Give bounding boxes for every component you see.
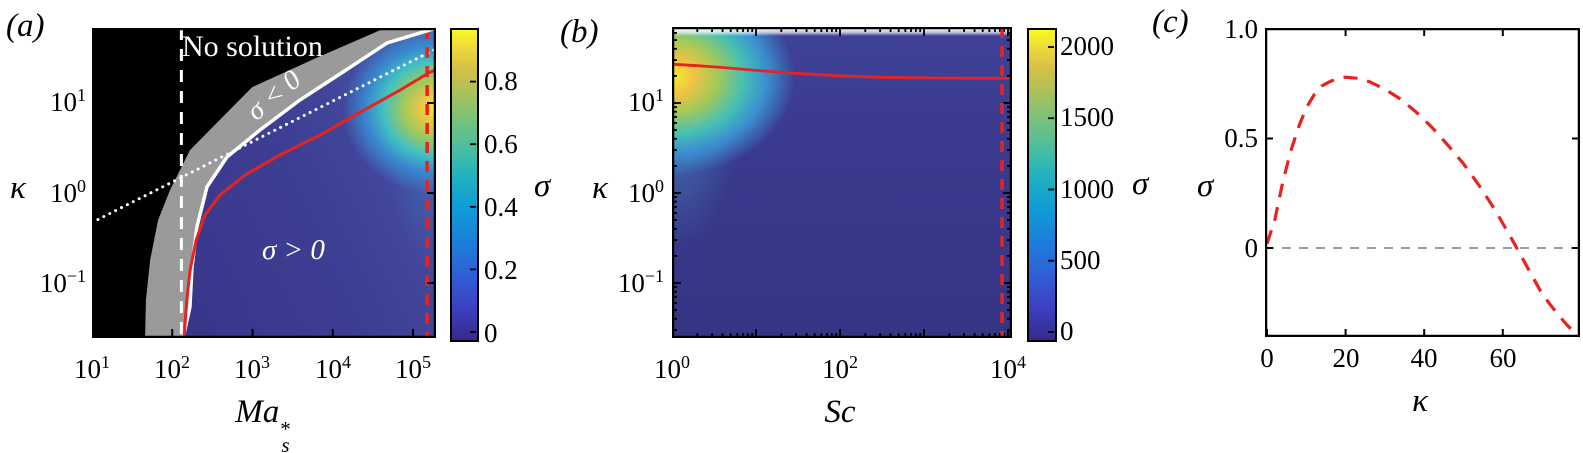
panel-c-overlay [1265, 28, 1580, 337]
panel-c-ylabel: σ [1197, 168, 1214, 204]
panel-c-lineplot [1265, 28, 1580, 337]
panel-b-overlay [672, 27, 1012, 338]
panel-c-xtick: 40 [1410, 343, 1438, 373]
panel-a-colorbar-ticks [470, 80, 476, 333]
panel-b-ylabel: κ [592, 170, 608, 206]
colorbar-b-tick: 0 [1060, 316, 1074, 346]
panel-a-tag: (a) [6, 8, 45, 44]
panel-b-xtick: 104 [990, 352, 1026, 384]
sigma-positive-label: σ > 0 [262, 234, 325, 266]
panel-b-xtick: 100 [654, 352, 690, 384]
panel-c-xtick: 20 [1332, 343, 1360, 373]
colorbar-b-tick: 2000 [1060, 31, 1114, 61]
panel-a-xtick: 101 [74, 352, 110, 384]
panel-a-xlabel: Ma * s [235, 394, 291, 453]
panel-c-tag: (c) [1152, 4, 1189, 40]
panel-c-xlabel: κ [1412, 383, 1428, 419]
panel-c-ytick: 0.5 [1224, 123, 1258, 153]
colorbar-b-tick: 500 [1060, 245, 1101, 275]
panel-b-colorbar [1027, 28, 1057, 342]
panel-b-ytick: 101 [628, 85, 664, 117]
panel-a-xtick: 104 [315, 352, 351, 384]
panel-b-white-band [674, 29, 1010, 36]
panel-b-xlabel: Sc [824, 394, 856, 430]
colorbar-a-tick: 0.6 [484, 129, 518, 159]
panel-a-ytick: 10−1 [39, 266, 86, 298]
panel-c-xtick: 0 [1260, 343, 1274, 373]
colorbar-b-tick: 1500 [1060, 102, 1114, 132]
panel-a-xtick: 103 [234, 352, 270, 384]
panel-b-xtick: 102 [822, 352, 858, 384]
panel-b-ytick: 10−1 [617, 266, 664, 298]
panel-a-heatmap: No solution σ < 0 σ > 0 [92, 28, 436, 338]
panel-a-xtick: 102 [154, 352, 190, 384]
colorbar-a-label: σ [534, 168, 551, 204]
panel-b-tag: (b) [560, 14, 599, 50]
panel-a-ylabel: κ [10, 170, 26, 206]
panel-c-ytick: 1.0 [1224, 14, 1258, 44]
panel-a-overlay [92, 28, 436, 338]
no-solution-label: No solution [182, 30, 323, 63]
colorbar-a-tick: 0 [484, 318, 498, 348]
colorbar-b-tick: 1000 [1060, 174, 1114, 204]
panel-a-xtick: 105 [395, 352, 431, 384]
panel-a-ytick: 100 [50, 176, 86, 208]
colorbar-a-tick: 0.4 [484, 192, 518, 222]
panel-b-ytick: 100 [628, 176, 664, 208]
colorbar-a-tick: 0.8 [484, 66, 518, 96]
panel-c-ytick: 0 [1244, 233, 1259, 263]
panel-a-ytick: 101 [50, 85, 86, 117]
panel-b-heatmap [672, 27, 1012, 338]
colorbar-a-tick: 0.2 [484, 255, 518, 285]
colorbar-b-label: σ [1132, 166, 1149, 202]
panel-b-colorbar-ticks [1048, 46, 1054, 333]
panel-c-xtick: 60 [1489, 343, 1517, 373]
panel-a-colorbar [450, 28, 479, 342]
